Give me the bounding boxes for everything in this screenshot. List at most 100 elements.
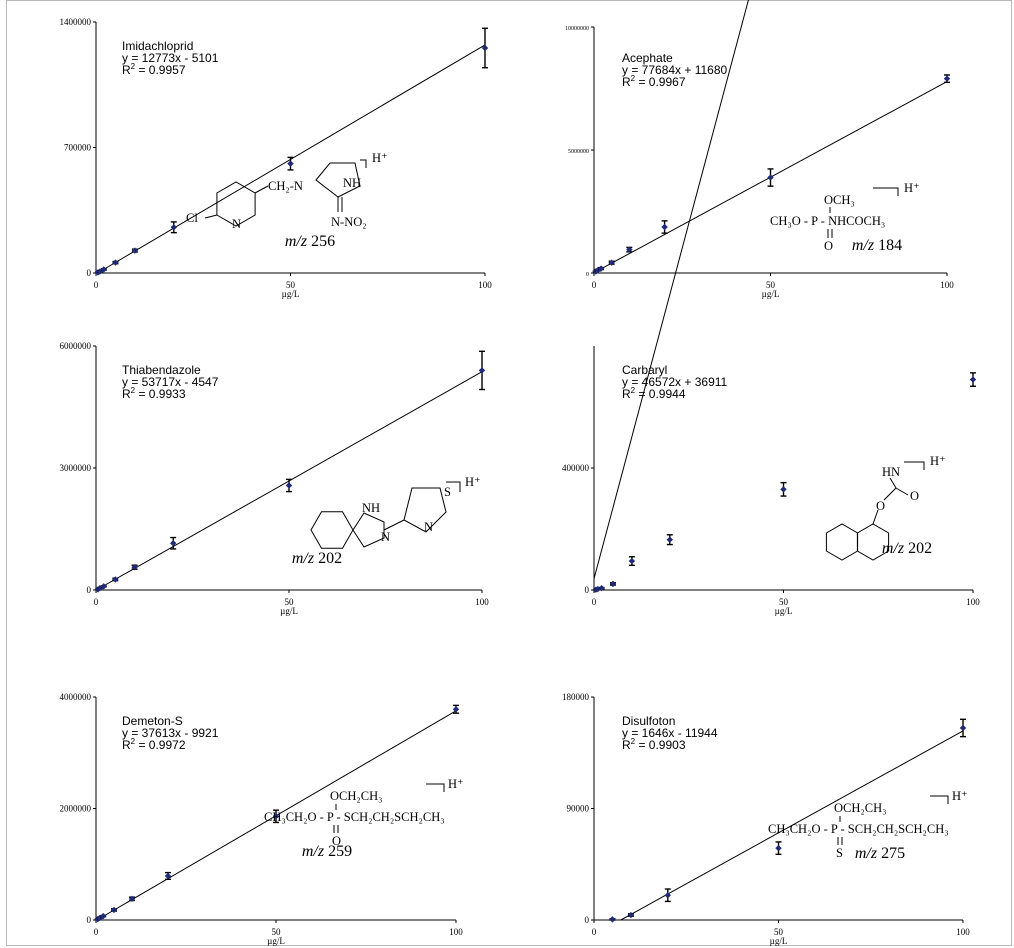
r-squared: R2 = 0.9933 [122, 386, 186, 401]
x-tick-label: 50 [774, 927, 784, 937]
y-tick-label: 5000000 [568, 149, 589, 155]
chem-label: CH₂-N [268, 179, 303, 193]
mz-label: m/z 202 [882, 540, 932, 557]
figure-frame [6, 0, 1012, 946]
bond [204, 214, 218, 219]
data-point [664, 892, 671, 899]
x-tick-label: 0 [94, 597, 99, 607]
bond [254, 185, 269, 194]
x-tick-label: 100 [966, 597, 980, 607]
chem-label: O [876, 499, 885, 513]
chem-label: OCH₂CH₃ [330, 789, 382, 803]
data-point [112, 576, 119, 583]
chem-label: O [824, 239, 833, 253]
data-point [112, 259, 119, 266]
data-point [626, 246, 633, 253]
y-tick-label: 0 [87, 915, 92, 925]
data-point [170, 540, 177, 547]
bond [883, 487, 897, 501]
data-point [943, 75, 951, 82]
naphthalene-ring [825, 523, 859, 561]
data-point [666, 536, 673, 543]
bracket [904, 461, 925, 470]
x-axis-label: µg/L [762, 289, 780, 299]
y-tick-label: 0 [585, 915, 590, 925]
chemical-structure: HN H⁺ O O [825, 454, 946, 561]
data-point [608, 259, 615, 266]
x-tick-label: 0 [94, 280, 99, 290]
x-tick-label: 0 [94, 927, 99, 937]
regression-line [97, 44, 486, 274]
chem-label: HN [882, 465, 900, 479]
data-point [131, 564, 138, 571]
data-point [969, 376, 977, 383]
chart-title: Imidachloprid [122, 39, 193, 53]
data-point [110, 906, 118, 914]
regression-line [593, 0, 749, 579]
data-point [627, 911, 635, 919]
chem-label: CH₃CH₂O - P - SCH₂CH₂SCH₂CH₃ [768, 822, 949, 836]
x-axis-label: µg/L [282, 289, 300, 299]
r-squared: R2 = 0.9972 [122, 737, 186, 752]
x-tick-label: 0 [592, 927, 597, 937]
data-point [609, 916, 616, 923]
benzene-ring [310, 511, 354, 549]
x-tick-label: 50 [285, 597, 295, 607]
bracket [360, 159, 367, 168]
bracket [930, 795, 949, 804]
chem-label: CH₃CH₂O - P - SCH₂CH₂SCH₂CH₃ [264, 810, 445, 824]
chemical-structure: OCH₂CH₃ H⁺ CH₃CH₂O - P - SCH₂CH₂SCH₂CH₃ O [264, 777, 464, 848]
bracket [446, 481, 461, 492]
fit-equation: y = 12773x - 5101 [122, 51, 219, 65]
data-point [272, 813, 280, 820]
y-tick-label: 90000 [567, 804, 590, 814]
chem-label: NH [343, 176, 361, 190]
data-point [478, 367, 486, 374]
y-tick-label: 0 [87, 585, 92, 595]
chem-label: OCH₂CH₃ [834, 801, 886, 815]
y-tick-label: 180000 [562, 692, 590, 702]
data-point [959, 724, 967, 732]
data-point [100, 266, 107, 273]
naphthalene-ring [856, 523, 890, 561]
chem-label: S [836, 846, 843, 860]
chem-label: N-NO₂ [331, 215, 367, 229]
chart-title: Disulfoton [622, 714, 675, 728]
y-tick-label: 10000000 [565, 26, 589, 32]
x-axis-label: µg/L [775, 606, 793, 616]
data-point [452, 706, 460, 713]
data-point [128, 895, 136, 903]
calibration-chart-5: 0 2000000 4000000 0 50 100 µg/L Demeton-Sy = 37… [60, 692, 464, 946]
data-point [96, 584, 104, 592]
bond [889, 477, 897, 489]
y-tick-label: 0 [585, 585, 590, 595]
mz-label: m/z 202 [292, 550, 342, 567]
fit-equation: y = 46572x + 36911 [622, 375, 728, 389]
chart-title: Demeton-S [122, 714, 183, 728]
chem-label: N [232, 217, 241, 231]
y-tick-label: 400000 [562, 463, 590, 473]
x-tick-label: 50 [272, 927, 282, 937]
y-tick-label: 3000000 [60, 463, 92, 473]
chem-label: OCH₃ [824, 193, 855, 207]
data-point [96, 914, 103, 922]
r-squared: R2 = 0.9903 [622, 737, 686, 752]
fit-equation: y = 53717x - 4547 [122, 375, 219, 389]
imidazoline-ring [315, 162, 361, 198]
chem-label: H⁺ [448, 777, 464, 791]
chemical-structure: OCH₂CH₃ H⁺ CH₃CH₂O - P - SCH₂CH₂SCH₂CH₃ S [768, 789, 968, 860]
x-tick-label: 50 [286, 280, 296, 290]
data-point [775, 844, 782, 852]
r-squared: R2 = 0.9967 [622, 74, 686, 89]
data-point [597, 265, 605, 272]
r-squared: R2 = 0.9957 [122, 62, 186, 77]
bracket [873, 187, 899, 196]
regression-line [620, 730, 964, 921]
data-point [100, 583, 107, 590]
chem-label: H⁺ [372, 151, 388, 165]
chemical-structure: NH S H⁺ N N [310, 475, 481, 549]
x-axis-label: µg/L [280, 606, 298, 616]
